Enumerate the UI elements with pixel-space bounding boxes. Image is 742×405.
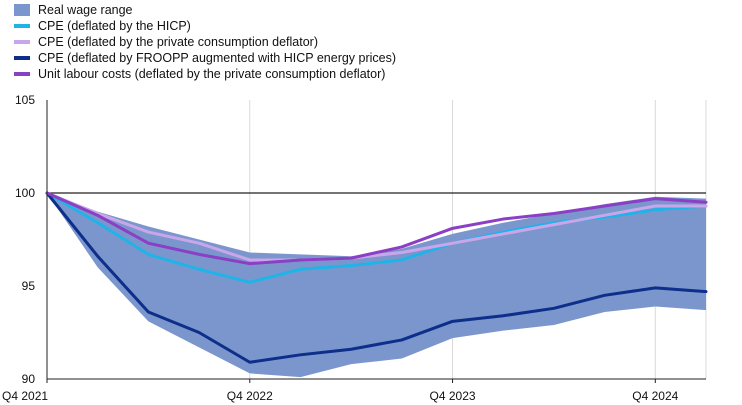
legend-swatch-series-2 [14,56,30,60]
band-layer [47,193,706,378]
legend-label-band: Real wage range [38,3,133,17]
x-tick-label-12: Q4 2024 [632,389,678,403]
legend-label-series-2: CPE (deflated by FROOPP augmented with H… [38,51,397,65]
x-tick-label-0: Q4 2021 [2,389,48,403]
legend-swatch-series-0 [14,24,30,28]
y-tick-label-95: 95 [22,279,36,293]
y-tick-label-90: 90 [22,372,36,386]
legend-label-series-3: Unit labour costs (deflated by the priva… [38,67,386,81]
x-tick-label-8: Q4 2023 [430,389,476,403]
legend-item-series-0: CPE (deflated by the HICP) [14,18,396,34]
band-area-real-wage-range [47,193,706,378]
y-tick-label-105: 105 [15,93,35,107]
legend-label-series-1: CPE (deflated by the private consumption… [38,35,319,49]
series-line-3 [45,191,708,266]
y-tick-label-100: 100 [15,186,35,200]
legend-item-series-3: Unit labour costs (deflated by the priva… [14,66,396,82]
legend-item-series-1: CPE (deflated by the private consumption… [14,34,396,50]
legend-item-series-2: CPE (deflated by FROOPP augmented with H… [14,50,396,66]
legend-item-band: Real wage range [14,2,396,18]
legend-swatch-series-3 [14,72,30,76]
axis-layer: 90 95 100 105 Q4 2021 Q4 2022 Q4 2023 Q4 2024 [2,93,706,403]
series-line-2 [45,191,708,364]
legend-swatch-series-1 [14,40,30,44]
legend-label-series-0: CPE (deflated by the HICP) [38,19,191,33]
legend-swatch-band [14,4,30,16]
legend: Real wage range CPE (deflated by the HIC… [14,2,396,82]
x-tick-label-4: Q4 2022 [227,389,273,403]
series-layer [45,191,708,364]
series-line-1 [45,191,708,262]
